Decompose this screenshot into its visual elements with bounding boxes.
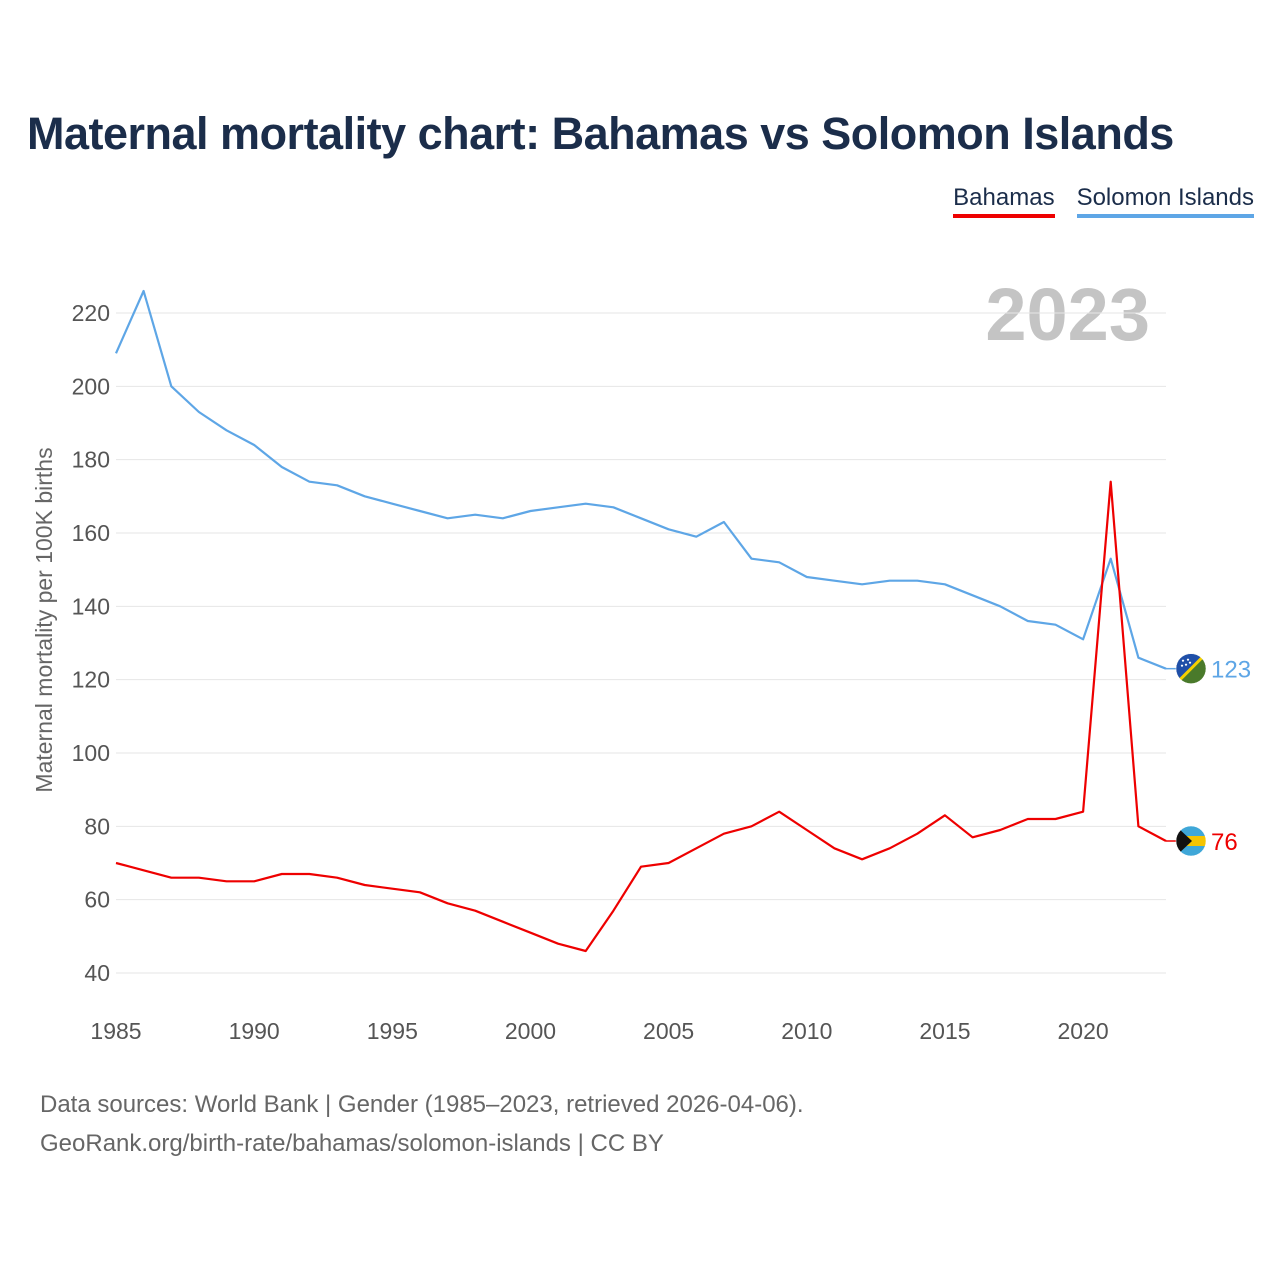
x-tick-label: 2005: [643, 1018, 694, 1044]
y-axis-ticks: 40 60 80 100 120 140 160 180 200 220: [72, 300, 110, 986]
y-tick-label: 40: [84, 960, 110, 986]
source-line-2[interactable]: GeoRank.org/birth-rate/bahamas/solomon-i…: [40, 1130, 664, 1157]
y-tick-label: 220: [72, 300, 110, 326]
y-tick-label: 140: [72, 593, 110, 619]
x-axis-ticks: 1985 1990 1995 2000 2005 2010 2015 2020: [90, 1018, 1108, 1044]
x-tick-label: 2015: [919, 1018, 970, 1044]
y-tick-label: 160: [72, 520, 110, 546]
end-label-solomon-islands: 123: [1211, 657, 1251, 684]
x-tick-label: 2020: [1058, 1018, 1109, 1044]
legend: Bahamas Solomon Islands: [953, 184, 1254, 218]
y-tick-label: 120: [72, 667, 110, 693]
year-watermark: 2023: [985, 273, 1150, 356]
x-tick-label: 2010: [781, 1018, 832, 1044]
legend-item-bahamas[interactable]: Bahamas: [953, 184, 1055, 218]
x-tick-label: 1995: [367, 1018, 418, 1044]
chart-title: Maternal mortality chart: Bahamas vs Sol…: [27, 108, 1174, 159]
x-tick-label: 2000: [505, 1018, 556, 1044]
y-tick-label: 80: [84, 813, 110, 839]
series-line-bahamas[interactable]: [115, 480, 1167, 953]
flag-bahamas-icon: [1175, 825, 1207, 857]
flag-solomon-islands-icon: [1175, 653, 1207, 684]
y-axis-label: Maternal mortality per 100K births: [31, 447, 57, 792]
y-tick-label: 100: [72, 740, 110, 766]
source-note: Data sources: World Bank | Gender (1985–…: [40, 1085, 804, 1163]
legend-item-solomon-islands[interactable]: Solomon Islands: [1076, 184, 1254, 218]
series-line-solomon-islands[interactable]: [114, 289, 1167, 670]
end-label-bahamas: 76: [1211, 829, 1238, 856]
gridlines: [116, 312, 1166, 974]
source-line-1: Data sources: World Bank | Gender (1985–…: [40, 1091, 804, 1118]
y-tick-label: 60: [84, 887, 110, 913]
series-lines: [114, 289, 1167, 953]
end-markers: 123 76: [1166, 653, 1251, 857]
x-tick-label: 1985: [90, 1018, 141, 1044]
y-tick-label: 200: [72, 373, 110, 399]
y-tick-label: 180: [72, 447, 110, 473]
x-tick-label: 1990: [229, 1018, 280, 1044]
